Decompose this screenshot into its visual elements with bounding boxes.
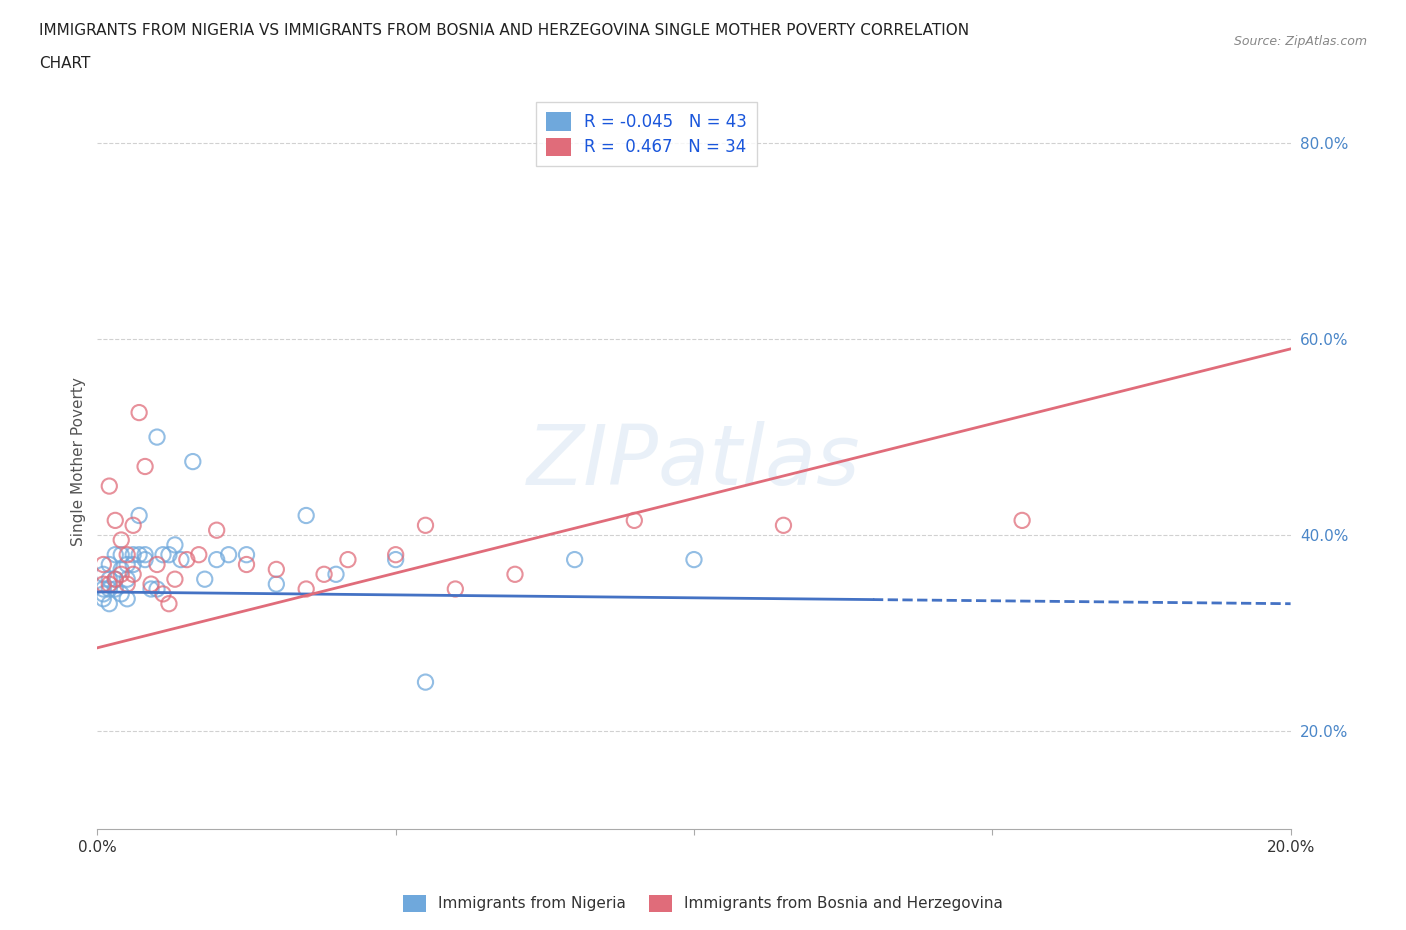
Point	[110, 533, 132, 548]
Point	[1011, 513, 1033, 528]
Point	[384, 547, 406, 562]
Point	[163, 572, 186, 587]
Point	[139, 581, 162, 596]
Point	[104, 572, 127, 587]
Point	[152, 587, 174, 602]
Point	[115, 577, 138, 591]
Point	[110, 567, 132, 582]
Point	[444, 581, 467, 596]
Point	[91, 581, 114, 596]
Point	[110, 562, 132, 577]
Point	[623, 513, 645, 528]
Point	[170, 552, 193, 567]
Point	[187, 547, 209, 562]
Point	[115, 547, 138, 562]
Point	[91, 557, 114, 572]
Point	[115, 557, 138, 572]
Point	[122, 567, 145, 582]
Point	[325, 567, 347, 582]
Point	[415, 674, 437, 689]
Point	[176, 552, 198, 567]
Text: Source: ZipAtlas.com: Source: ZipAtlas.com	[1233, 35, 1367, 48]
Point	[115, 572, 138, 587]
Point	[104, 572, 127, 587]
Point	[128, 405, 150, 420]
Point	[98, 572, 121, 587]
Point	[104, 513, 127, 528]
Point	[91, 567, 114, 582]
Point	[157, 547, 180, 562]
Point	[312, 567, 335, 582]
Legend: R = -0.045   N = 43, R =  0.467   N = 34: R = -0.045 N = 43, R = 0.467 N = 34	[536, 102, 756, 166]
Point	[163, 538, 186, 552]
Point	[98, 596, 121, 611]
Point	[564, 552, 586, 567]
Point	[266, 577, 288, 591]
Point	[384, 552, 406, 567]
Point	[194, 572, 217, 587]
Point	[235, 547, 257, 562]
Point	[134, 547, 156, 562]
Point	[1040, 842, 1063, 857]
Point	[503, 567, 526, 582]
Point	[91, 587, 114, 602]
Point	[98, 577, 121, 591]
Point	[104, 547, 127, 562]
Point	[266, 562, 288, 577]
Text: IMMIGRANTS FROM NIGERIA VS IMMIGRANTS FROM BOSNIA AND HERZEGOVINA SINGLE MOTHER : IMMIGRANTS FROM NIGERIA VS IMMIGRANTS FR…	[39, 23, 970, 38]
Point	[98, 557, 121, 572]
Point	[683, 552, 706, 567]
Point	[146, 557, 169, 572]
Point	[134, 459, 156, 474]
Point	[122, 518, 145, 533]
Point	[110, 587, 132, 602]
Point	[98, 581, 121, 596]
Text: ZIPatlas: ZIPatlas	[527, 421, 860, 502]
Point	[772, 518, 794, 533]
Point	[110, 547, 132, 562]
Text: CHART: CHART	[39, 56, 91, 71]
Point	[235, 557, 257, 572]
Point	[415, 518, 437, 533]
Point	[122, 557, 145, 572]
Point	[91, 591, 114, 606]
Point	[205, 552, 228, 567]
Point	[115, 591, 138, 606]
Point	[146, 430, 169, 445]
Point	[295, 508, 318, 523]
Point	[128, 508, 150, 523]
Point	[295, 581, 318, 596]
Legend: Immigrants from Nigeria, Immigrants from Bosnia and Herzegovina: Immigrants from Nigeria, Immigrants from…	[396, 889, 1010, 918]
Point	[104, 581, 127, 596]
Point	[146, 581, 169, 596]
Point	[91, 577, 114, 591]
Y-axis label: Single Mother Poverty: Single Mother Poverty	[72, 378, 86, 546]
Point	[157, 596, 180, 611]
Point	[122, 547, 145, 562]
Point	[98, 479, 121, 494]
Point	[336, 552, 359, 567]
Point	[205, 523, 228, 538]
Point	[139, 577, 162, 591]
Point	[128, 547, 150, 562]
Point	[218, 547, 240, 562]
Point	[134, 552, 156, 567]
Point	[152, 547, 174, 562]
Point	[181, 454, 204, 469]
